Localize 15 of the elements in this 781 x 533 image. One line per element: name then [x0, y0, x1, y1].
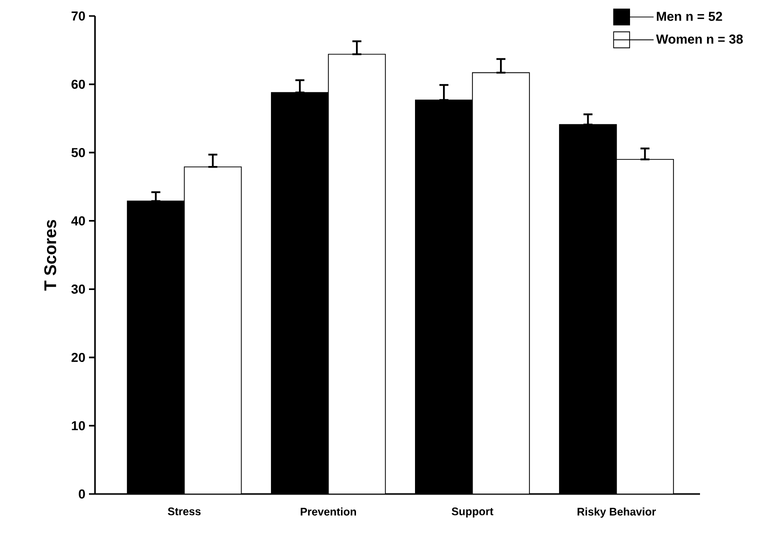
legend-label: Men n = 52 — [656, 12, 722, 21]
x-tick-label: Prevention — [300, 508, 356, 516]
x-tick-label: Support — [452, 508, 494, 518]
y-axis-title: T Scores — [44, 220, 56, 291]
x-tick-label: Risky Behavior — [578, 508, 656, 518]
y-tick-label: 40 — [71, 216, 85, 226]
x-tick-label: Stress — [168, 508, 201, 516]
y-tick-label: 60 — [72, 80, 85, 89]
legend-label: Women n = 38 — [656, 34, 743, 44]
y-tick-label: 70 — [72, 11, 85, 21]
y-tick-label: 10 — [72, 421, 85, 430]
y-tick-label: 30 — [71, 284, 85, 294]
y-tick-label: 50 — [71, 148, 85, 158]
y-tick-label: 20 — [72, 352, 85, 362]
y-tick-label: 0 — [78, 489, 85, 499]
